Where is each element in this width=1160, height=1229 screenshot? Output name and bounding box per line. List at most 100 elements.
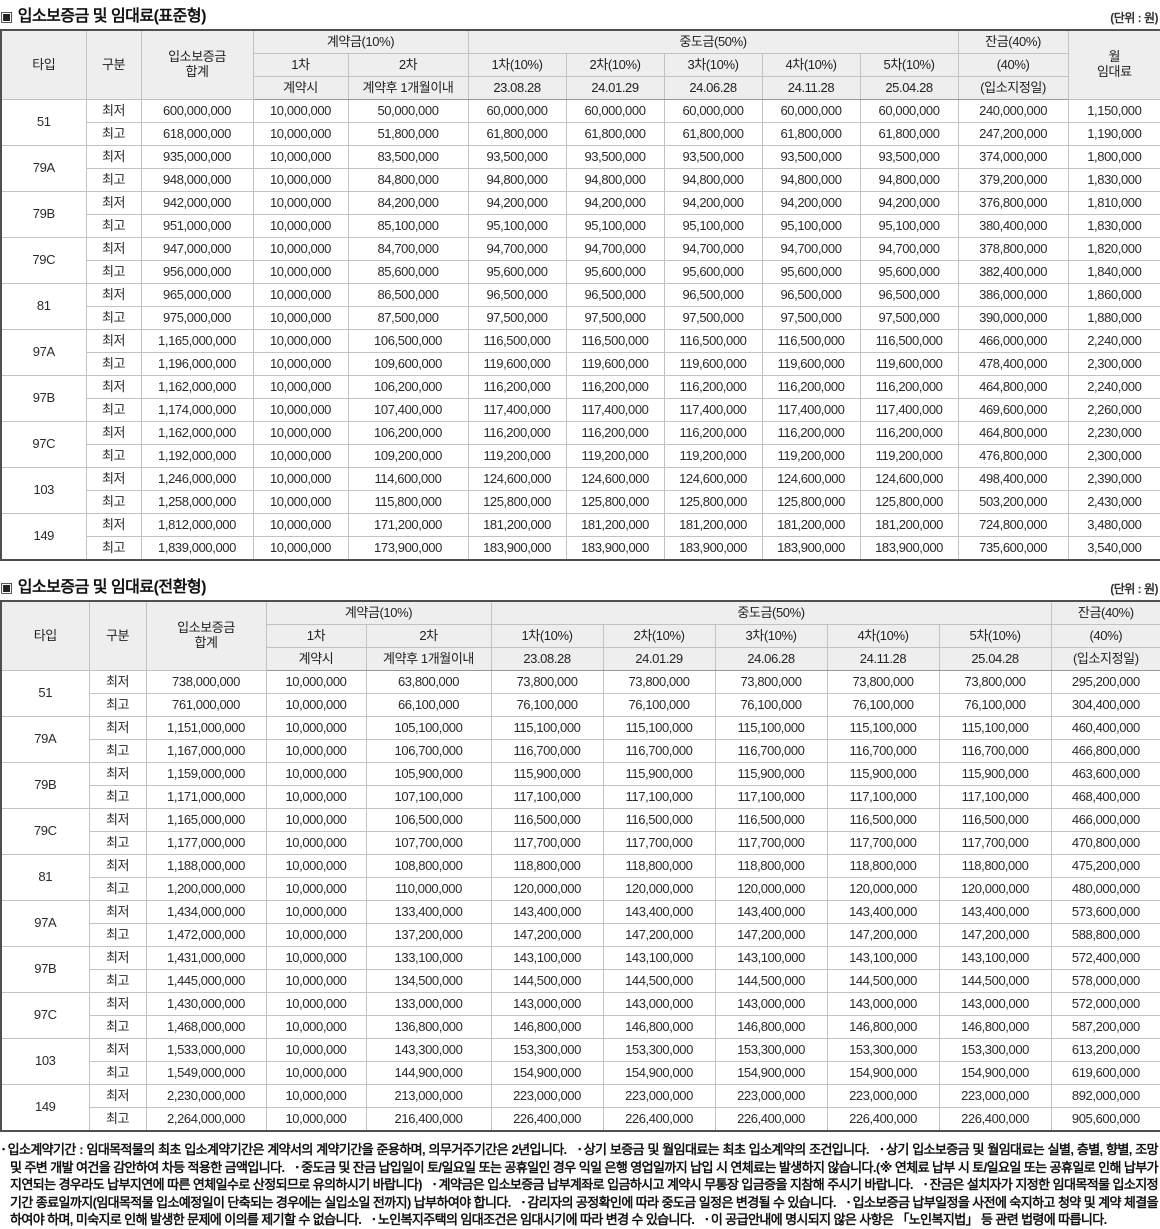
cell-interim-4: 146,800,000 [826, 1015, 940, 1039]
cell-interim-5: 118,800,000 [938, 854, 1052, 878]
footnote-bullet-icon: ▪ [924, 1179, 927, 1189]
header-interim-4-top: 4차(10%) [761, 53, 861, 77]
cell-interim-2: 120,000,000 [602, 877, 716, 901]
cell-interim-3: 143,000,000 [714, 992, 828, 1016]
cell-category: 최저 [85, 375, 142, 399]
cell-contract-2: 133,100,000 [365, 946, 492, 970]
cell-deposit-total: 1,167,000,000 [145, 739, 267, 763]
cell-category: 최고 [88, 1107, 147, 1132]
cell-contract-2: 133,000,000 [365, 992, 492, 1016]
cell-type: 79B [0, 762, 90, 809]
cell-category: 최저 [85, 191, 142, 215]
cell-interim-2: 94,200,000 [565, 191, 665, 215]
cell-interim-1: 146,800,000 [490, 1015, 604, 1039]
cell-interim-5: 96,500,000 [859, 283, 959, 307]
table-row: 81 최저 1,188,000,000 10,000,000 108,800,000 11… [0, 854, 1160, 901]
cell-category: 최저 [88, 762, 147, 786]
cell-balance: 613,200,000 [1050, 1038, 1160, 1062]
cell-monthly-rent: 1,840,000 [1067, 260, 1160, 284]
header-balance-pct: (40%) [957, 53, 1069, 77]
section-title-text: 입소보증금 및 임대료(표준형) [17, 8, 207, 25]
cell-interim-1: 115,100,000 [490, 716, 604, 740]
unit-label: (단위 : 원) [1110, 11, 1158, 25]
header-contract-2-top: 2차 [365, 624, 492, 648]
cell-balance: 463,600,000 [1050, 762, 1160, 786]
cell-interim-5: 115,100,000 [938, 716, 1052, 740]
cell-interim-4: 61,800,000 [761, 122, 861, 146]
cell-deposit-total: 1,533,000,000 [145, 1038, 267, 1062]
cell-balance: 390,000,000 [957, 306, 1069, 330]
table-row: 79B 최저 1,159,000,000 10,000,000 105,900,000 1… [0, 762, 1160, 809]
cell-contract-1: 10,000,000 [265, 1061, 367, 1085]
cell-category: 최저 [85, 467, 142, 491]
cell-interim-2: 154,900,000 [602, 1061, 716, 1085]
cell-interim-3: 94,700,000 [663, 237, 763, 261]
cell-deposit-total: 1,162,000,000 [140, 421, 254, 445]
cell-contract-1: 10,000,000 [265, 992, 367, 1016]
cell-deposit-total: 618,000,000 [140, 122, 254, 146]
cell-interim-2: 116,500,000 [565, 329, 665, 353]
cell-category: 최저 [88, 1038, 147, 1062]
footnote-text: 이 공급안내에 명시되지 않은 사항은 「노인복지법」 등 관련 법령에 따릅니… [710, 1212, 1107, 1227]
cell-category: 최저 [85, 513, 142, 537]
cell-balance: 478,400,000 [957, 352, 1069, 376]
cell-contract-2: 84,800,000 [347, 168, 469, 192]
cell-interim-5: 226,400,000 [938, 1107, 1052, 1132]
cell-type: 97C [0, 421, 87, 468]
cell-interim-1: 144,500,000 [490, 969, 604, 993]
cell-interim-3: 96,500,000 [663, 283, 763, 307]
table-row: 최고 956,000,000 10,000,000 85,600,000 95,600,… [1, 260, 1160, 284]
cell-balance: 464,800,000 [957, 421, 1069, 445]
cell-interim-4: 60,000,000 [761, 99, 861, 123]
cell-deposit-total: 965,000,000 [140, 283, 254, 307]
cell-contract-1: 10,000,000 [265, 693, 367, 717]
cell-contract-1: 10,000,000 [252, 237, 349, 261]
cell-interim-1: 154,900,000 [490, 1061, 604, 1085]
cell-deposit-total: 1,171,000,000 [145, 785, 267, 809]
cell-interim-3: 94,800,000 [663, 168, 763, 192]
cell-type: 97C [0, 992, 90, 1039]
cell-interim-4: 95,100,000 [761, 214, 861, 238]
header-type: 타입 [0, 29, 87, 100]
cell-balance: 468,400,000 [1050, 785, 1160, 809]
cell-interim-2: 125,800,000 [565, 490, 665, 514]
cell-interim-2: 223,000,000 [602, 1084, 716, 1108]
cell-contract-1: 10,000,000 [252, 122, 349, 146]
cell-contract-1: 10,000,000 [265, 762, 367, 786]
cell-deposit-total: 1,549,000,000 [145, 1061, 267, 1085]
cell-interim-5: 143,400,000 [938, 900, 1052, 924]
header-interim-1-date: 23.08.28 [467, 76, 567, 100]
cell-deposit-total: 761,000,000 [145, 693, 267, 717]
cell-balance: 498,400,000 [957, 467, 1069, 491]
cell-category: 최고 [85, 214, 142, 238]
cell-interim-5: 116,700,000 [938, 739, 1052, 763]
cell-interim-5: 116,500,000 [859, 329, 959, 353]
cell-interim-3: 183,900,000 [663, 536, 763, 561]
section-head: ▣ 입소보증금 및 임대료(표준형) (단위 : 원) [0, 0, 1160, 29]
cell-interim-1: 94,800,000 [467, 168, 567, 192]
cell-interim-3: 117,100,000 [714, 785, 828, 809]
header-contract-1-top: 1차 [252, 53, 349, 77]
table-row: 149 최저 1,812,000,000 10,000,000 171,200,000 1… [0, 513, 1160, 561]
cell-interim-4: 117,700,000 [826, 831, 940, 855]
cell-contract-2: 66,100,000 [365, 693, 492, 717]
cell-deposit-total: 1,165,000,000 [140, 329, 254, 353]
cell-interim-3: 143,100,000 [714, 946, 828, 970]
cell-contract-1: 10,000,000 [265, 1038, 367, 1062]
table-row: 최고 948,000,000 10,000,000 84,800,000 94,800,… [1, 168, 1160, 192]
header-monthly-rent: 월 임대료 [1067, 29, 1160, 100]
header-interim-5-top: 5차(10%) [938, 624, 1052, 648]
cell-contract-1: 10,000,000 [252, 260, 349, 284]
cell-interim-3: 95,100,000 [663, 214, 763, 238]
cell-monthly-rent: 1,880,000 [1067, 306, 1160, 330]
cell-balance: 376,800,000 [957, 191, 1069, 215]
cell-interim-2: 226,400,000 [602, 1107, 716, 1132]
cell-interim-3: 146,800,000 [714, 1015, 828, 1039]
cell-monthly-rent: 2,260,000 [1067, 398, 1160, 422]
header-contract-1-bottom: 계약시 [265, 647, 367, 671]
cell-deposit-total: 600,000,000 [140, 99, 254, 123]
cell-interim-2: 93,500,000 [565, 145, 665, 169]
cell-interim-1: 116,500,000 [467, 329, 567, 353]
cell-interim-1: 116,700,000 [490, 739, 604, 763]
cell-contract-1: 10,000,000 [265, 1107, 367, 1132]
